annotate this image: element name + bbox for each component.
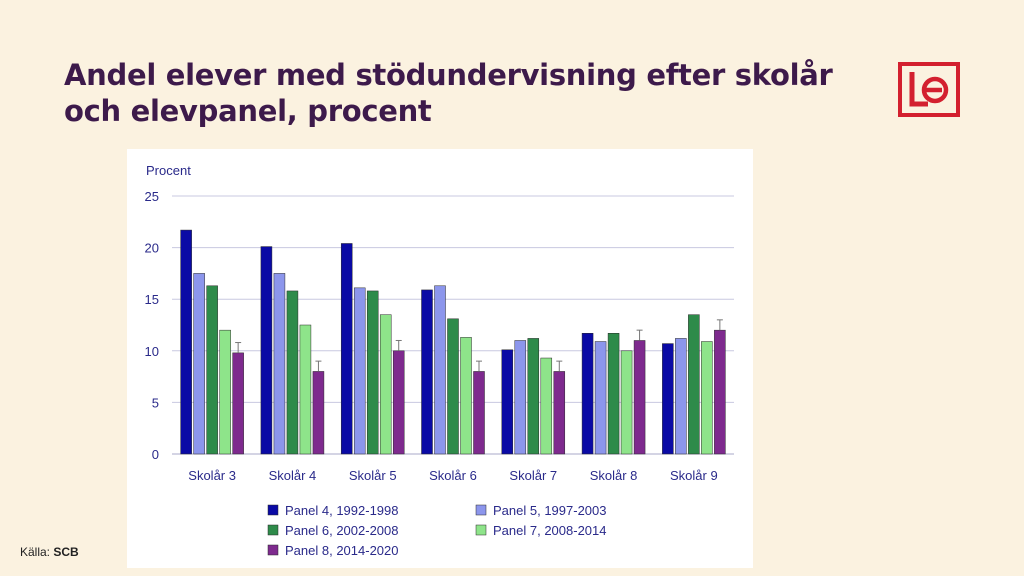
bar	[379, 314, 392, 455]
bar-chart: Procent 0 5 10 15 20 25 Skolår 3 Skolår 4 Skolår …	[145, 163, 734, 558]
bar	[219, 329, 231, 455]
chart-panel: Procent 0 5 10 15 20 25 Skolår 3 Skolår 4 Skolår …	[127, 149, 753, 568]
y-tick-label: 10	[145, 344, 159, 359]
legend-swatch	[475, 524, 487, 536]
legend-swatch	[267, 524, 279, 536]
bar	[633, 340, 646, 455]
bar	[366, 290, 379, 455]
legend-label: Panel 4, 1992-1998	[285, 503, 398, 518]
bar	[553, 371, 566, 455]
bar	[473, 371, 485, 455]
legend-label: Panel 7, 2008-2014	[493, 523, 606, 538]
bar	[527, 338, 540, 455]
bar	[447, 318, 459, 455]
bar	[312, 371, 325, 455]
bar	[260, 246, 273, 455]
bar	[340, 243, 353, 455]
x-tick-label: Skolår 7	[509, 468, 557, 483]
bar	[701, 341, 713, 455]
y-tick-label: 0	[152, 447, 159, 462]
bar	[581, 333, 594, 455]
legend-label: Panel 6, 2002-2008	[285, 523, 398, 538]
bar	[206, 285, 218, 455]
bar	[392, 350, 405, 455]
legend-swatch	[267, 504, 279, 516]
legend-label: Panel 8, 2014-2020	[285, 543, 398, 558]
x-tick-label: Skolår 9	[670, 468, 718, 483]
legend-label: Panel 5, 1997-2003	[493, 503, 606, 518]
bar	[460, 337, 472, 455]
bar	[273, 273, 286, 455]
slide-title: Andel elever med stödundervisning efter …	[64, 58, 833, 128]
source-label: Källa:	[20, 545, 51, 559]
bar	[607, 333, 620, 455]
legend-swatch	[475, 504, 487, 516]
bar	[594, 341, 607, 455]
bar	[353, 287, 366, 455]
bar	[620, 350, 633, 455]
bar	[675, 338, 687, 455]
source-value: SCB	[53, 545, 79, 559]
x-tick-label: Skolår 3	[188, 468, 236, 483]
lo-logo-icon	[898, 62, 960, 117]
y-tick-label: 15	[145, 292, 159, 307]
bar	[688, 314, 700, 455]
bar	[714, 329, 726, 455]
bar	[434, 285, 446, 455]
bar	[501, 349, 514, 455]
bar	[514, 340, 527, 455]
bar	[299, 324, 312, 455]
bar	[286, 290, 299, 455]
bar	[662, 343, 674, 455]
x-tick-label: Skolår 5	[349, 468, 397, 483]
bar	[540, 357, 553, 455]
bar	[193, 273, 205, 455]
source-note: Källa: SCB	[20, 545, 79, 559]
bar	[180, 229, 192, 455]
x-tick-label: Skolår 4	[269, 468, 317, 483]
y-tick-label: 5	[152, 395, 159, 410]
bar	[232, 352, 244, 455]
x-tick-label: Skolår 8	[590, 468, 638, 483]
legend-swatch	[267, 544, 279, 556]
x-tick-label: Skolår 6	[429, 468, 477, 483]
y-axis-label: Procent	[146, 163, 191, 178]
y-tick-label: 20	[145, 241, 159, 256]
y-tick-label: 25	[145, 189, 159, 204]
bar	[421, 289, 433, 455]
